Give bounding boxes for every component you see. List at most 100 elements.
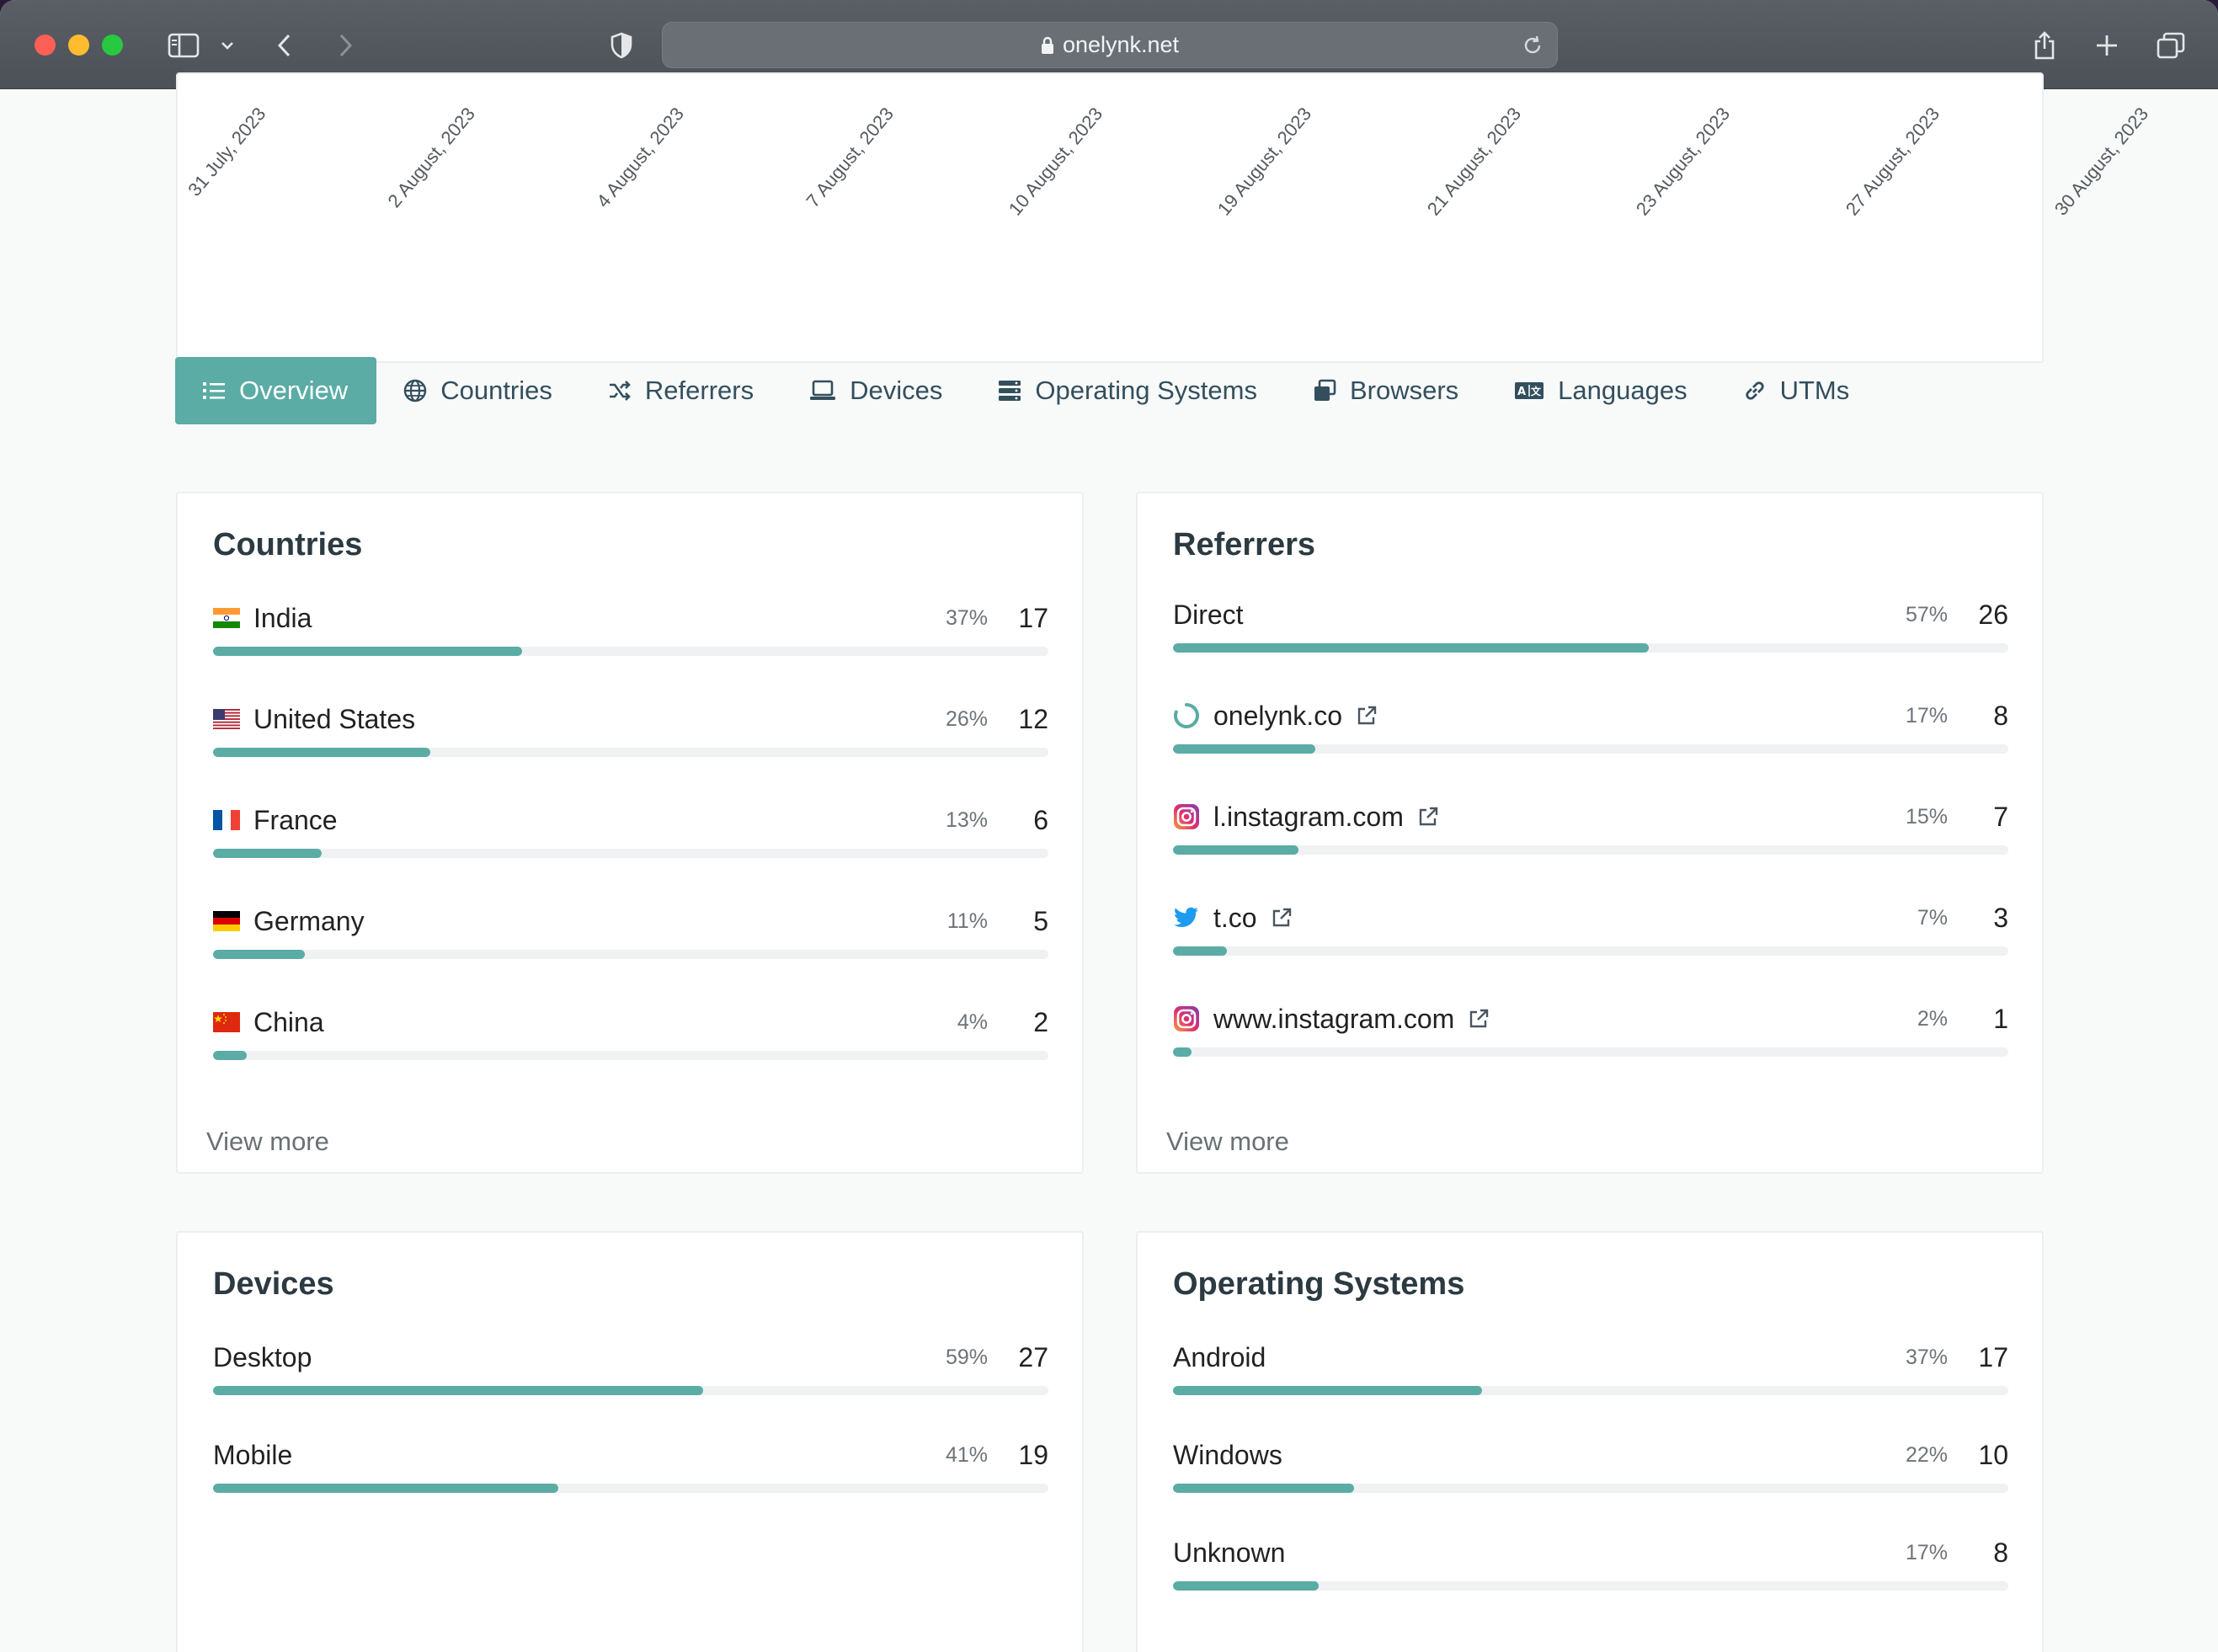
row-count: 10 xyxy=(1978,1439,2008,1470)
row-label: Android xyxy=(1173,1339,1266,1376)
instagram-icon xyxy=(1173,1005,1200,1032)
row-count: 19 xyxy=(1018,1439,1048,1470)
progress-track xyxy=(213,950,1048,959)
row-label-text: Windows xyxy=(1173,1439,1282,1470)
row-label: Desktop xyxy=(213,1339,312,1376)
row-percentage: 26% xyxy=(945,707,988,731)
us-flag xyxy=(213,709,240,729)
zoom-window-button[interactable] xyxy=(102,35,123,56)
back-arrow-icon[interactable] xyxy=(271,27,298,64)
progress-fill xyxy=(1173,845,1298,855)
chart-x-tick-label: 4 August, 2023 xyxy=(592,103,689,212)
row-label: China xyxy=(213,1004,324,1041)
chart-x-tick-label: 23 August, 2023 xyxy=(1631,103,1735,220)
close-window-button[interactable] xyxy=(35,35,56,56)
stat-row: Direct 57% 26 xyxy=(1173,596,2008,655)
windows-icon xyxy=(1313,379,1336,402)
chart-x-tick-label: 27 August, 2023 xyxy=(1841,103,1943,220)
sidebar-toggle-icon[interactable] xyxy=(165,27,202,64)
progress-track xyxy=(1173,1386,2008,1395)
progress-track xyxy=(1173,1047,2008,1057)
card-title: Countries xyxy=(213,527,363,562)
address-bar[interactable]: onelynk.net xyxy=(662,22,1558,68)
tab-languages[interactable]: A 文 Languages xyxy=(1487,357,1715,424)
progress-track xyxy=(213,647,1048,656)
row-label: Windows xyxy=(1173,1436,1282,1473)
tab-referrers[interactable]: Referrers xyxy=(581,357,782,424)
progress-fill xyxy=(213,748,430,757)
forward-arrow-icon[interactable] xyxy=(332,27,359,64)
reload-icon[interactable] xyxy=(1522,35,1544,62)
share-icon[interactable] xyxy=(2029,27,2060,64)
row-label-text: China xyxy=(253,1006,324,1037)
chevron-down-icon[interactable] xyxy=(217,27,237,64)
external-link-icon[interactable] xyxy=(1417,806,1439,828)
view-more-link[interactable]: View more xyxy=(1166,1127,1289,1156)
row-label-text: Mobile xyxy=(213,1439,293,1470)
row-count: 27 xyxy=(1018,1341,1048,1372)
progress-fill xyxy=(1173,946,1228,956)
view-more-link[interactable]: View more xyxy=(206,1127,329,1156)
stat-row: www.instagram.com 2% 1 xyxy=(1173,1000,2008,1059)
row-label: onelynk.co xyxy=(1173,697,1378,734)
tab-label: Devices xyxy=(850,376,943,405)
row-label: l.instagram.com xyxy=(1173,798,1439,835)
progress-fill xyxy=(1173,1386,1483,1395)
row-count: 12 xyxy=(1018,703,1048,734)
external-link-icon[interactable] xyxy=(1271,907,1293,929)
row-count: 26 xyxy=(1978,599,2008,630)
row-label: Germany xyxy=(213,903,365,940)
tab-label: Languages xyxy=(1558,376,1687,405)
row-label-text: onelynk.co xyxy=(1213,700,1342,731)
tab-devices[interactable]: Devices xyxy=(782,357,971,424)
external-link-icon[interactable] xyxy=(1468,1008,1490,1030)
progress-track xyxy=(213,748,1048,757)
stat-row: Unknown 17% 8 xyxy=(1173,1534,2008,1593)
row-count: 3 xyxy=(1993,902,2008,933)
row-count: 17 xyxy=(1018,602,1048,633)
tab-countries[interactable]: Countries xyxy=(376,357,581,424)
tab-overview[interactable]: Overview xyxy=(175,357,377,424)
row-label: Direct xyxy=(1173,596,1244,633)
row-label-text: India xyxy=(253,602,312,633)
tab-overview-icon[interactable] xyxy=(2154,27,2188,64)
row-label-text: www.instagram.com xyxy=(1213,1003,1455,1034)
privacy-shield-icon[interactable] xyxy=(606,27,637,64)
row-percentage: 4% xyxy=(957,1010,988,1034)
card-title: Devices xyxy=(213,1266,334,1302)
card-title: Operating Systems xyxy=(1173,1266,1465,1302)
row-count: 2 xyxy=(1033,1006,1048,1037)
card-title: Referrers xyxy=(1173,527,1315,562)
progress-track xyxy=(1173,845,2008,855)
row-count: 8 xyxy=(1993,1537,2008,1568)
external-link-icon[interactable] xyxy=(1356,705,1378,727)
row-percentage: 37% xyxy=(1905,1346,1948,1369)
row-label-text: France xyxy=(253,804,338,835)
tab-label: Operating Systems xyxy=(1035,376,1257,405)
globe-icon xyxy=(403,379,427,402)
progress-track xyxy=(1173,643,2008,653)
new-tab-icon[interactable] xyxy=(2092,27,2122,64)
minimize-window-button[interactable] xyxy=(68,35,89,56)
progress-track xyxy=(213,849,1048,858)
url-text: onelynk.net xyxy=(1062,32,1180,57)
tab-operating-systems[interactable]: Operating Systems xyxy=(971,357,1286,424)
row-label-text: Desktop xyxy=(213,1341,312,1372)
row-percentage: 37% xyxy=(945,606,988,630)
row-count: 7 xyxy=(1993,801,2008,832)
row-label: www.instagram.com xyxy=(1173,1000,1490,1037)
twitter-icon xyxy=(1173,906,1200,930)
progress-fill xyxy=(213,1051,247,1060)
stat-row: t.co 7% 3 xyxy=(1173,899,2008,958)
stat-row: Mobile 41% 19 xyxy=(213,1436,1048,1495)
stat-row: Android 37% 17 xyxy=(1173,1339,2008,1398)
page-content: 31 July, 2023 2 August, 2023 4 August, 202… xyxy=(0,72,2218,1652)
laptop-icon xyxy=(809,380,836,402)
progress-fill xyxy=(1173,1581,1319,1591)
row-label: France xyxy=(213,802,338,839)
tab-utms[interactable]: UTMs xyxy=(1716,357,1879,424)
row-label: India xyxy=(213,600,312,637)
row-percentage: 41% xyxy=(945,1443,988,1467)
tab-browsers[interactable]: Browsers xyxy=(1286,357,1487,424)
